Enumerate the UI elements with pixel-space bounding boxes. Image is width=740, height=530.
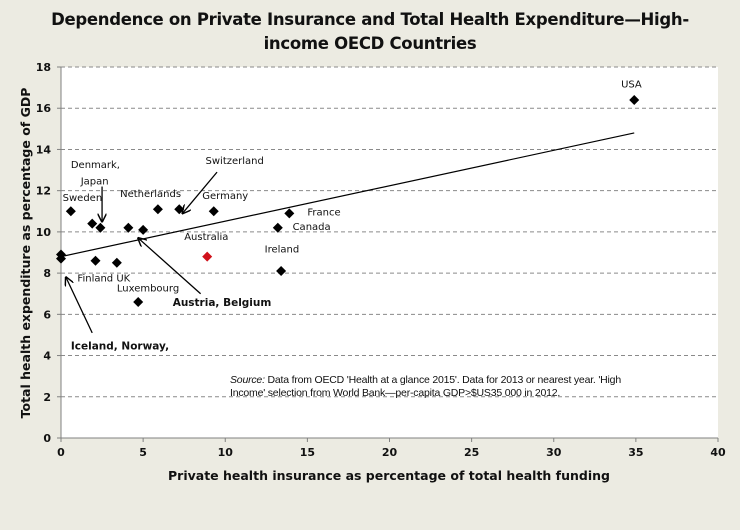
point-label: Sweden bbox=[63, 193, 103, 204]
y-tick-label: 18 bbox=[36, 61, 51, 74]
x-tick-label: 40 bbox=[710, 446, 726, 459]
point-label: Austria, Belgium bbox=[173, 297, 272, 309]
data-point-switzerland bbox=[174, 204, 185, 215]
point-label: Japan bbox=[80, 176, 109, 187]
data-point-japan bbox=[95, 222, 106, 233]
data-point-finland bbox=[90, 255, 101, 266]
y-tick-label: 4 bbox=[43, 350, 51, 363]
point-label: Germany bbox=[202, 191, 248, 202]
y-tick-label: 2 bbox=[43, 391, 51, 404]
y-tick-label: 0 bbox=[43, 432, 51, 445]
data-point-uk bbox=[111, 257, 122, 268]
source-text: Data from OECD 'Health at a glance 2015'… bbox=[230, 374, 621, 399]
point-label: Denmark, bbox=[71, 160, 120, 171]
data-point-usa bbox=[629, 94, 640, 105]
x-tick-label: 15 bbox=[300, 446, 315, 459]
x-tick-label: 30 bbox=[546, 446, 562, 459]
data-point-france bbox=[284, 208, 295, 219]
data-point-australia bbox=[202, 251, 213, 262]
y-tick-label: 12 bbox=[36, 185, 51, 198]
y-tick-label: 14 bbox=[36, 143, 52, 156]
data-point-germany bbox=[208, 206, 219, 217]
x-tick-label: 0 bbox=[57, 446, 65, 459]
data-point-sweden bbox=[65, 206, 76, 217]
point-label: France bbox=[307, 207, 340, 218]
point-label: USA bbox=[621, 80, 642, 91]
source-annotation: Source: Data from OECD 'Health at a glan… bbox=[230, 374, 640, 400]
point-label: Ireland bbox=[265, 245, 300, 256]
annotation-arrow bbox=[138, 238, 202, 295]
plot-area bbox=[61, 67, 718, 438]
chart-title: Dependence on Private Insurance and Tota… bbox=[0, 8, 740, 56]
data-point-denmark bbox=[87, 218, 98, 229]
y-axis-label: Total health expenditure as percentage o… bbox=[18, 88, 33, 419]
y-tick-label: 10 bbox=[36, 226, 52, 239]
y-tick-labels: 0 2 4 6 8 10 12 14 16 18 bbox=[36, 61, 52, 445]
x-tick-label: 25 bbox=[464, 446, 479, 459]
trendline bbox=[60, 132, 635, 258]
data-point-canada bbox=[272, 222, 283, 233]
x-axis-label: Private health insurance as percentage o… bbox=[168, 468, 610, 483]
point-label: Canada bbox=[293, 222, 331, 233]
data-point-austria bbox=[123, 222, 134, 233]
point-label: Switzerland bbox=[206, 156, 264, 167]
x-tick-labels: 0 5 10 15 20 25 30 35 40 bbox=[57, 446, 726, 459]
point-label: Luxembourg bbox=[117, 284, 179, 295]
x-tick-label: 5 bbox=[139, 446, 147, 459]
y-tick-label: 16 bbox=[36, 102, 52, 115]
data-point-netherlands bbox=[152, 204, 163, 215]
annotation-arrow bbox=[183, 171, 218, 213]
data-point-luxembourg bbox=[133, 296, 144, 307]
data-point-belgium bbox=[138, 224, 149, 235]
x-tick-label: 35 bbox=[628, 446, 643, 459]
point-label: Australia bbox=[184, 232, 228, 243]
chart-title-line-2: income OECD Countries bbox=[263, 34, 477, 53]
source-label: Source: bbox=[230, 374, 265, 386]
y-tick-label: 8 bbox=[43, 267, 51, 280]
point-label: Netherlands bbox=[120, 189, 181, 200]
trendline-group bbox=[60, 132, 635, 258]
data-point-ireland bbox=[276, 266, 287, 277]
gridlines bbox=[61, 66, 718, 398]
point-label: Iceland, Norway, bbox=[71, 340, 169, 352]
annotation-arrows bbox=[66, 171, 218, 334]
data-points bbox=[56, 94, 640, 307]
x-tick-label: 10 bbox=[218, 446, 234, 459]
data-point-norway bbox=[56, 253, 66, 264]
y-tick-label: 6 bbox=[43, 308, 51, 321]
chart-title-line-1: Dependence on Private Insurance and Tota… bbox=[51, 10, 689, 29]
annotation-arrow bbox=[66, 277, 93, 334]
point-labels: USA Switzerland Denmark, Japan Netherlands Ge… bbox=[63, 80, 642, 353]
point-label: Finland UK bbox=[77, 273, 130, 284]
x-tick-label: 20 bbox=[382, 446, 398, 459]
